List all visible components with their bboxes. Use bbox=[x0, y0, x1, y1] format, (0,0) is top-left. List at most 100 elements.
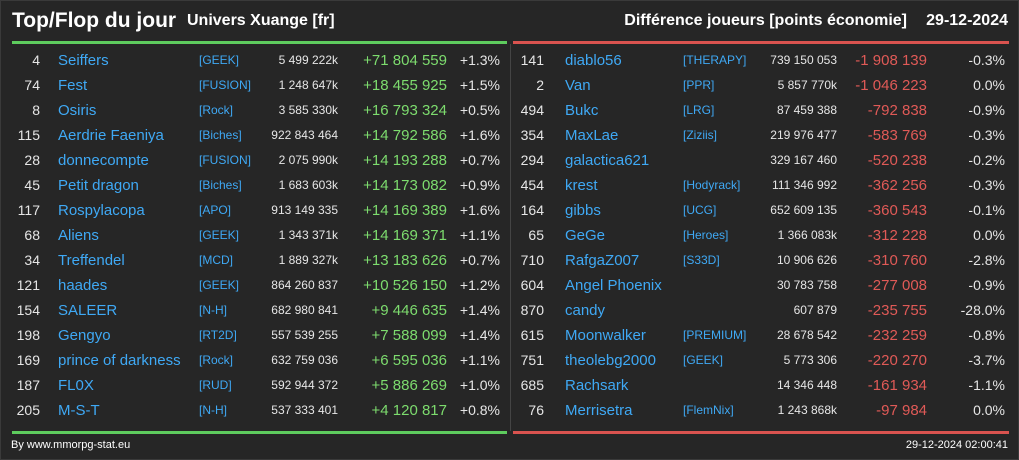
player-name-link[interactable]: Seiffers bbox=[58, 52, 109, 69]
player-name-link[interactable]: diablo56 bbox=[565, 52, 622, 69]
player-rank: 751 bbox=[520, 352, 544, 368]
percent-change: -1.1% bbox=[968, 377, 1005, 393]
player-name-link[interactable]: Treffendel bbox=[58, 252, 125, 269]
player-points: 632 759 036 bbox=[271, 353, 338, 367]
guild-tag-link[interactable]: [Hodyrack] bbox=[683, 178, 741, 192]
guild-tag-link[interactable]: [S33D] bbox=[683, 253, 720, 267]
percent-change: -28.0% bbox=[960, 302, 1005, 318]
guild-tag-link[interactable]: [N-H] bbox=[199, 403, 227, 417]
player-name-link[interactable]: krest bbox=[565, 177, 598, 194]
guild-tag-link[interactable]: [FUSION] bbox=[199, 78, 252, 92]
points-difference: +10 526 150 bbox=[363, 277, 447, 294]
player-name-link[interactable]: GeGe bbox=[565, 227, 606, 244]
player-name-link[interactable]: prince of darkness bbox=[58, 352, 181, 369]
top-divider-green bbox=[12, 41, 507, 44]
player-points: 592 944 372 bbox=[271, 378, 338, 392]
guild-tag-link[interactable]: [FlemNix] bbox=[683, 403, 734, 417]
percent-change: -0.9% bbox=[968, 102, 1005, 118]
player-name-link[interactable]: Rospylacopa bbox=[58, 202, 145, 219]
player-name-link[interactable]: candy bbox=[565, 302, 606, 319]
player-rank: 141 bbox=[520, 52, 544, 68]
guild-tag-link[interactable]: [PPR] bbox=[683, 78, 715, 92]
player-name-link[interactable]: Gengyo bbox=[58, 327, 111, 344]
player-name-link[interactable]: Osiris bbox=[58, 102, 97, 119]
top-row: 8 Osiris [Rock] 3 585 330k +16 793 324 +0.5% bbox=[12, 98, 507, 123]
bottom-divider-green bbox=[12, 431, 507, 434]
player-name-link[interactable]: Van bbox=[565, 77, 591, 94]
player-name-link[interactable]: theolebg2000 bbox=[565, 352, 656, 369]
guild-tag-link[interactable]: [Rock] bbox=[199, 353, 234, 367]
guild-tag-link[interactable]: [RUD] bbox=[199, 378, 232, 392]
points-difference: -520 238 bbox=[867, 152, 927, 169]
top-row: 121 haades [GEEK] 864 260 837 +10 526 150 +1.… bbox=[12, 273, 507, 298]
player-name-link[interactable]: MaxLae bbox=[565, 127, 619, 144]
player-name-link[interactable]: Petit dragon bbox=[58, 177, 139, 194]
top-row: 198 Gengyo [RT2D] 557 539 255 +7 588 099 +1.4… bbox=[12, 323, 507, 348]
footer-source[interactable]: By www.mmorpg-stat.eu bbox=[11, 439, 131, 451]
guild-tag-link[interactable]: [PREMIUM] bbox=[683, 328, 747, 342]
flop-row: 710 RafgaZ007 [S33D] 10 906 626 -310 760 -2.8… bbox=[513, 248, 1009, 273]
player-name-link[interactable]: M-S-T bbox=[58, 402, 100, 419]
guild-tag-link[interactable]: [UCG] bbox=[683, 203, 717, 217]
guild-tag-link[interactable]: [GEEK] bbox=[199, 53, 240, 67]
percent-change: +1.6% bbox=[459, 127, 500, 143]
points-difference: +5 886 269 bbox=[371, 377, 448, 394]
player-points: 329 167 460 bbox=[770, 153, 837, 167]
guild-tag-link[interactable]: [THERAPY] bbox=[683, 53, 747, 67]
guild-tag-link[interactable]: [MCD] bbox=[199, 253, 233, 267]
guild-tag-link[interactable]: [GEEK] bbox=[199, 228, 240, 242]
points-difference: -362 256 bbox=[867, 177, 927, 194]
guild-tag-link[interactable]: [Biches] bbox=[199, 178, 242, 192]
points-difference: +9 446 635 bbox=[371, 302, 448, 319]
bottom-divider-red bbox=[513, 431, 1009, 434]
guild-tag-link[interactable]: [Rock] bbox=[199, 103, 234, 117]
player-name-link[interactable]: RafgaZ007 bbox=[565, 252, 640, 269]
guild-tag-link[interactable]: [GEEK] bbox=[683, 353, 724, 367]
flop-row: 751 theolebg2000 [GEEK] 5 773 306 -220 270 -3… bbox=[513, 348, 1009, 373]
guild-tag-link[interactable]: [FUSION] bbox=[199, 153, 252, 167]
flop-row: 76 Merrisetra [FlemNix] 1 243 868k -97 984 0.… bbox=[513, 398, 1009, 423]
player-rank: 117 bbox=[17, 202, 40, 218]
player-name-link[interactable]: Fest bbox=[58, 77, 88, 94]
player-name-link[interactable]: FL0X bbox=[58, 377, 94, 394]
player-name-link[interactable]: gibbs bbox=[565, 202, 601, 219]
player-name-link[interactable]: Rachsark bbox=[565, 377, 629, 394]
percent-change: -0.2% bbox=[968, 152, 1005, 168]
player-points: 1 248 647k bbox=[278, 78, 338, 92]
player-points: 30 783 758 bbox=[776, 278, 837, 292]
player-points: 87 459 388 bbox=[776, 103, 837, 117]
flop-row: 294 galactica621 329 167 460 -520 238 -0.2% bbox=[513, 148, 1009, 173]
points-difference: +16 793 324 bbox=[363, 102, 447, 119]
points-difference: -310 760 bbox=[867, 252, 927, 269]
guild-tag-link[interactable]: [RT2D] bbox=[199, 328, 237, 342]
player-rank: 164 bbox=[520, 202, 544, 218]
top-row: 28 donnecompte [FUSION] 2 075 990k +14 193 2… bbox=[12, 148, 507, 173]
player-name-link[interactable]: Bukc bbox=[565, 102, 599, 119]
player-rank: 2 bbox=[536, 77, 544, 93]
player-name-link[interactable]: Merrisetra bbox=[565, 402, 633, 419]
guild-tag-link[interactable]: [APO] bbox=[199, 203, 232, 217]
guild-tag-link[interactable]: [Heroes] bbox=[683, 228, 729, 242]
guild-tag-link[interactable]: [Ziziis] bbox=[683, 128, 717, 142]
guild-tag-link[interactable]: [Biches] bbox=[199, 128, 242, 142]
points-difference: +7 588 099 bbox=[371, 327, 448, 344]
player-name-link[interactable]: Angel Phoenix bbox=[565, 277, 662, 294]
player-name-link[interactable]: SALEER bbox=[58, 302, 118, 319]
player-name-link[interactable]: Aerdrie Faeniya bbox=[58, 127, 164, 144]
points-difference: -1 908 139 bbox=[855, 52, 927, 69]
player-name-link[interactable]: haades bbox=[58, 277, 108, 294]
player-name-link[interactable]: Moonwalker bbox=[565, 327, 646, 344]
player-name-link[interactable]: galactica621 bbox=[565, 152, 650, 169]
player-points: 537 333 401 bbox=[271, 403, 338, 417]
guild-tag-link[interactable]: [N-H] bbox=[199, 303, 227, 317]
guild-tag-link[interactable]: [LRG] bbox=[683, 103, 715, 117]
page-title: Top/Flop du jour bbox=[12, 9, 177, 32]
flop-row: 354 MaxLae [Ziziis] 219 976 477 -583 769 -0.3… bbox=[513, 123, 1009, 148]
player-name-link[interactable]: Aliens bbox=[58, 227, 99, 244]
flop-row: 494 Bukc [LRG] 87 459 388 -792 838 -0.9% bbox=[513, 98, 1009, 123]
player-name-link[interactable]: donnecompte bbox=[58, 152, 149, 169]
guild-tag-link[interactable]: [GEEK] bbox=[199, 278, 240, 292]
player-rank: 34 bbox=[24, 252, 40, 268]
player-rank: 710 bbox=[520, 252, 544, 268]
flop-row: 685 Rachsark 14 346 448 -161 934 -1.1% bbox=[513, 373, 1009, 398]
